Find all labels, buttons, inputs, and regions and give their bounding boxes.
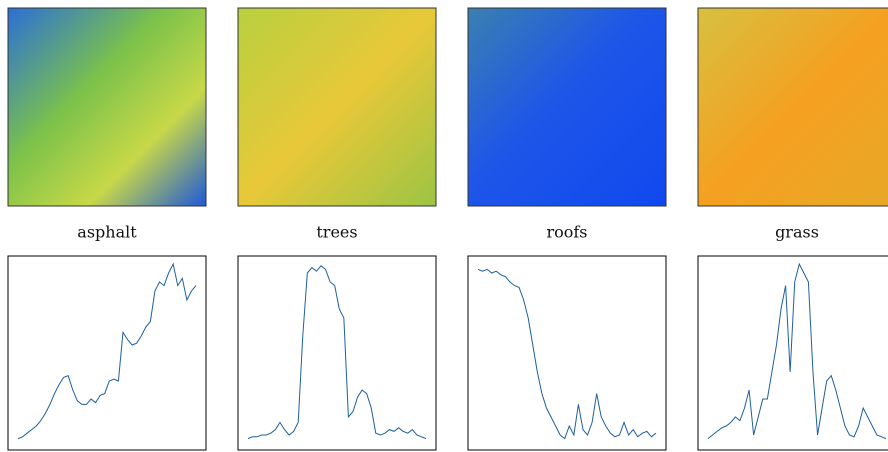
figure: asphalt trees roofs grass — [0, 0, 888, 452]
abundance-map — [698, 8, 888, 206]
abundance-map — [8, 8, 206, 206]
spectrum-line — [708, 264, 886, 439]
panel-label: grass — [775, 223, 819, 242]
panel-label: trees — [316, 223, 357, 242]
panel-label: asphalt — [77, 223, 137, 242]
panel-label: roofs — [546, 223, 587, 242]
plot-frame — [8, 256, 206, 450]
spectrum-line — [248, 266, 426, 439]
spectrum-line — [18, 264, 196, 439]
plot-frame — [468, 256, 666, 450]
plot-frame — [238, 256, 436, 450]
abundance-map — [468, 8, 666, 206]
spectrum-line — [478, 269, 656, 438]
abundance-map — [238, 8, 436, 206]
